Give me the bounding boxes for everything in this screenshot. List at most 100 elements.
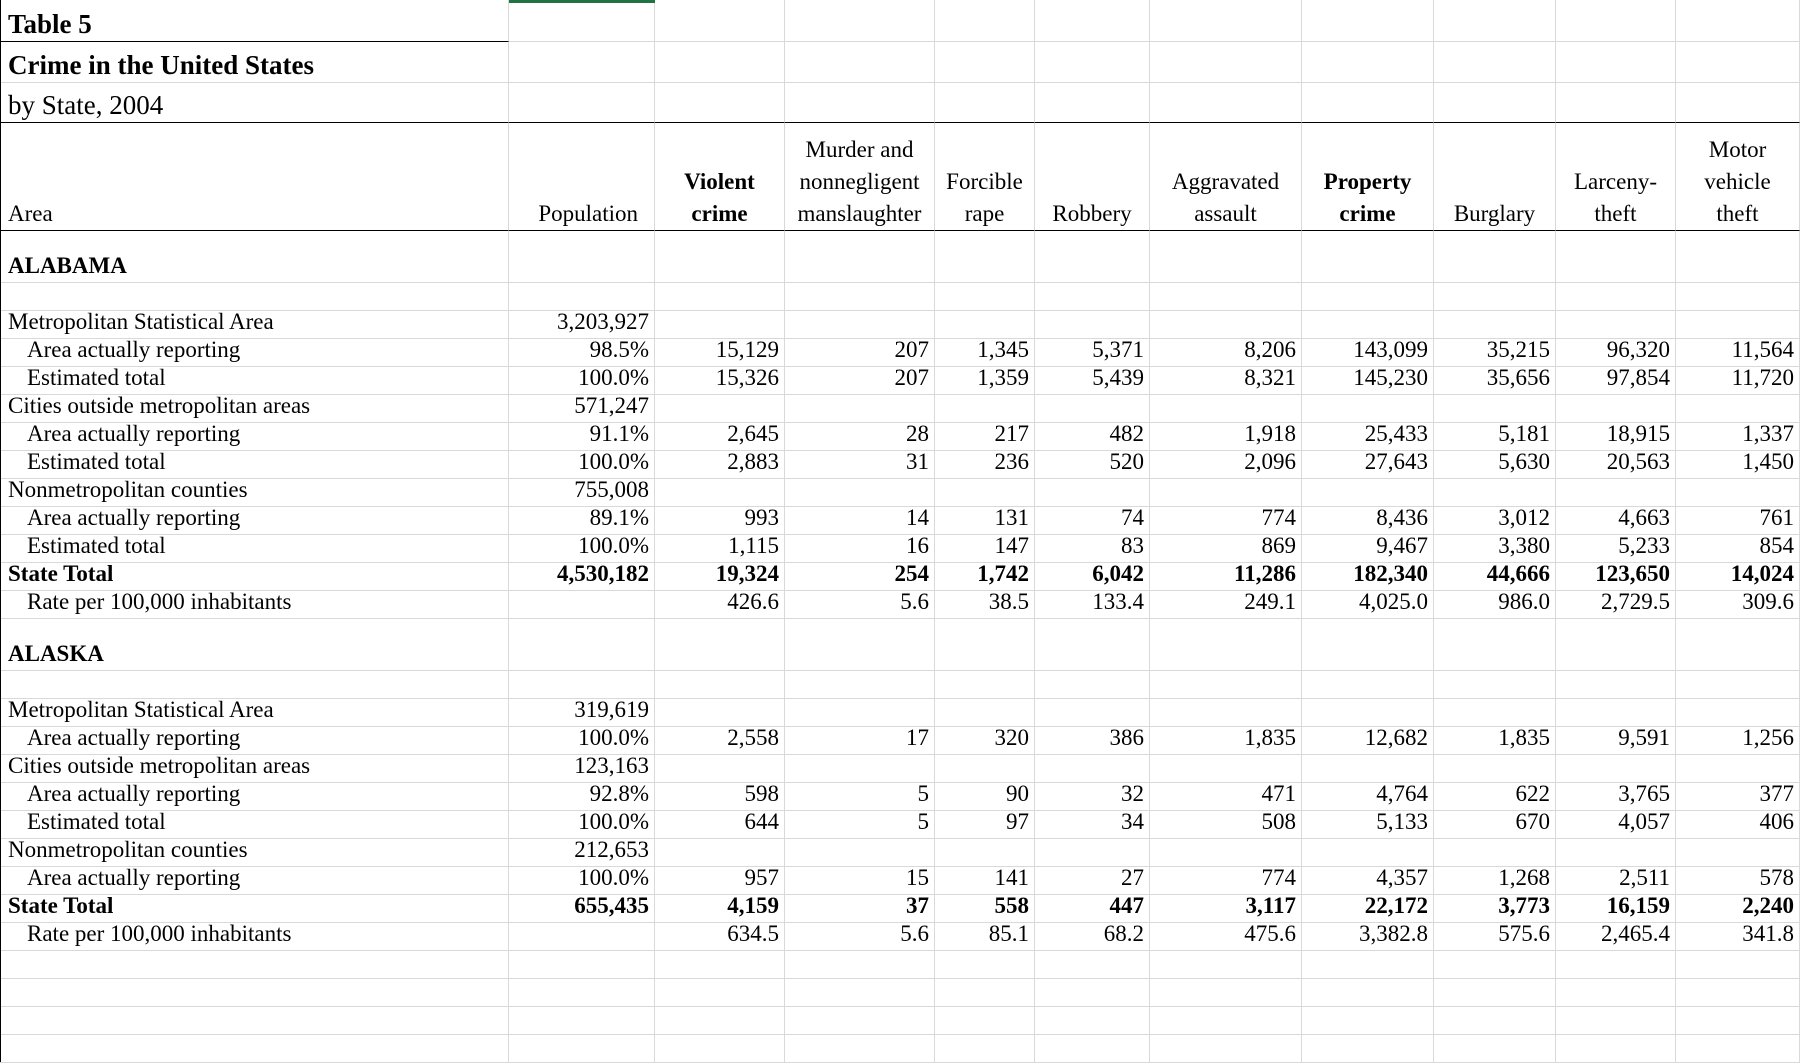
empty-cell[interactable] <box>1434 951 1556 979</box>
value-cell[interactable]: 2,465.4 <box>1556 923 1676 951</box>
value-cell[interactable]: 11,286 <box>1150 563 1302 591</box>
value-cell[interactable]: 341.8 <box>1676 923 1800 951</box>
value-cell[interactable]: 4,057 <box>1556 811 1676 839</box>
row-label[interactable]: Estimated total <box>0 367 509 395</box>
value-cell[interactable]: 97 <box>935 811 1035 839</box>
value-cell[interactable] <box>785 479 935 507</box>
value-cell[interactable]: 18,915 <box>1556 423 1676 451</box>
value-cell[interactable]: 4,357 <box>1302 867 1434 895</box>
value-cell[interactable]: 17 <box>785 727 935 755</box>
value-cell[interactable]: 5 <box>785 811 935 839</box>
empty-cell[interactable] <box>655 619 785 671</box>
value-cell[interactable] <box>1434 699 1556 727</box>
value-cell[interactable]: 123,163 <box>509 755 655 783</box>
column-header[interactable]: Murder and nonnegligent manslaughter <box>785 123 935 231</box>
value-cell[interactable] <box>935 699 1035 727</box>
row-label[interactable]: State Total <box>0 895 509 923</box>
value-cell[interactable]: 98.5% <box>509 339 655 367</box>
value-cell[interactable]: 1,835 <box>1434 727 1556 755</box>
state-heading[interactable]: ALABAMA <box>0 231 509 283</box>
value-cell[interactable] <box>1676 699 1800 727</box>
value-cell[interactable]: 145,230 <box>1302 367 1434 395</box>
column-header[interactable]: Motor vehicle theft <box>1676 123 1800 231</box>
empty-cell[interactable] <box>1150 671 1302 699</box>
value-cell[interactable] <box>785 395 935 423</box>
empty-cell[interactable] <box>1434 619 1556 671</box>
value-cell[interactable] <box>655 311 785 339</box>
empty-cell[interactable] <box>1676 83 1800 123</box>
empty-cell[interactable] <box>509 1035 655 1063</box>
value-cell[interactable] <box>1302 755 1434 783</box>
value-cell[interactable] <box>509 923 655 951</box>
value-cell[interactable]: 141 <box>935 867 1035 895</box>
empty-cell[interactable] <box>1302 0 1434 42</box>
empty-cell[interactable] <box>1676 671 1800 699</box>
empty-cell[interactable] <box>1676 979 1800 1007</box>
empty-cell[interactable] <box>655 1007 785 1035</box>
value-cell[interactable] <box>1035 479 1150 507</box>
value-cell[interactable]: 16 <box>785 535 935 563</box>
empty-cell[interactable] <box>785 619 935 671</box>
value-cell[interactable]: 35,656 <box>1434 367 1556 395</box>
row-label[interactable]: Nonmetropolitan counties <box>0 479 509 507</box>
empty-cell[interactable] <box>785 979 935 1007</box>
empty-cell[interactable] <box>1150 0 1302 42</box>
empty-cell[interactable] <box>1556 1035 1676 1063</box>
empty-cell[interactable] <box>509 671 655 699</box>
value-cell[interactable]: 212,653 <box>509 839 655 867</box>
value-cell[interactable]: 5,371 <box>1035 339 1150 367</box>
value-cell[interactable] <box>785 755 935 783</box>
value-cell[interactable]: 85.1 <box>935 923 1035 951</box>
row-label[interactable]: Rate per 100,000 inhabitants <box>0 591 509 619</box>
value-cell[interactable] <box>655 699 785 727</box>
value-cell[interactable] <box>1150 479 1302 507</box>
value-cell[interactable] <box>1434 755 1556 783</box>
empty-cell[interactable] <box>509 1007 655 1035</box>
value-cell[interactable]: 5,630 <box>1434 451 1556 479</box>
value-cell[interactable]: 123,650 <box>1556 563 1676 591</box>
value-cell[interactable] <box>1556 699 1676 727</box>
value-cell[interactable]: 1,256 <box>1676 727 1800 755</box>
empty-cell[interactable] <box>1676 42 1800 83</box>
value-cell[interactable]: 89.1% <box>509 507 655 535</box>
empty-cell[interactable] <box>0 951 509 979</box>
value-cell[interactable]: 249.1 <box>1150 591 1302 619</box>
empty-cell[interactable] <box>1035 42 1150 83</box>
value-cell[interactable]: 100.0% <box>509 451 655 479</box>
value-cell[interactable]: 90 <box>935 783 1035 811</box>
empty-cell[interactable] <box>785 951 935 979</box>
row-label[interactable]: Cities outside metropolitan areas <box>0 755 509 783</box>
value-cell[interactable]: 143,099 <box>1302 339 1434 367</box>
empty-cell[interactable] <box>1434 979 1556 1007</box>
empty-cell[interactable] <box>1035 619 1150 671</box>
empty-cell[interactable] <box>935 0 1035 42</box>
empty-cell[interactable] <box>509 619 655 671</box>
value-cell[interactable]: 32 <box>1035 783 1150 811</box>
empty-cell[interactable] <box>785 1035 935 1063</box>
empty-cell[interactable] <box>1556 283 1676 311</box>
empty-cell[interactable] <box>785 231 935 283</box>
value-cell[interactable] <box>935 755 1035 783</box>
empty-cell[interactable] <box>1150 231 1302 283</box>
value-cell[interactable] <box>1676 479 1800 507</box>
value-cell[interactable]: 575.6 <box>1434 923 1556 951</box>
empty-cell[interactable] <box>785 671 935 699</box>
value-cell[interactable]: 386 <box>1035 727 1150 755</box>
value-cell[interactable]: 406 <box>1676 811 1800 839</box>
empty-cell[interactable] <box>935 42 1035 83</box>
row-label[interactable]: Estimated total <box>0 811 509 839</box>
value-cell[interactable]: 37 <box>785 895 935 923</box>
empty-cell[interactable] <box>1150 283 1302 311</box>
value-cell[interactable]: 16,159 <box>1556 895 1676 923</box>
row-label[interactable]: Estimated total <box>0 535 509 563</box>
value-cell[interactable]: 957 <box>655 867 785 895</box>
value-cell[interactable]: 558 <box>935 895 1035 923</box>
value-cell[interactable]: 68.2 <box>1035 923 1150 951</box>
row-label[interactable]: State Total <box>0 563 509 591</box>
empty-cell[interactable] <box>1676 951 1800 979</box>
value-cell[interactable] <box>1434 311 1556 339</box>
value-cell[interactable]: 100.0% <box>509 867 655 895</box>
empty-cell[interactable] <box>1035 671 1150 699</box>
value-cell[interactable] <box>1302 479 1434 507</box>
empty-cell[interactable] <box>935 619 1035 671</box>
